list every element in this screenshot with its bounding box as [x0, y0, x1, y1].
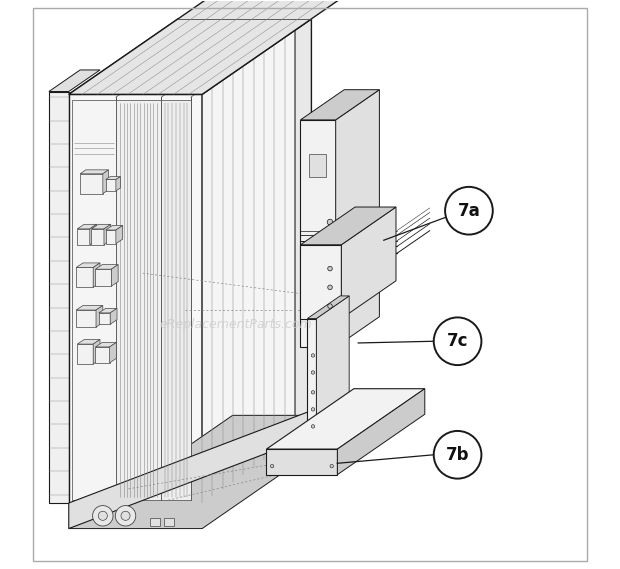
- Circle shape: [445, 187, 493, 234]
- Polygon shape: [202, 19, 311, 503]
- Circle shape: [311, 407, 315, 411]
- Circle shape: [328, 304, 332, 308]
- Polygon shape: [49, 70, 100, 92]
- Polygon shape: [69, 19, 311, 94]
- Polygon shape: [267, 449, 337, 475]
- Polygon shape: [301, 245, 342, 319]
- Polygon shape: [104, 224, 111, 245]
- Polygon shape: [308, 296, 349, 319]
- Circle shape: [311, 371, 315, 374]
- Circle shape: [311, 424, 315, 428]
- Polygon shape: [78, 344, 93, 364]
- Polygon shape: [76, 263, 100, 267]
- Polygon shape: [49, 92, 69, 503]
- Polygon shape: [92, 224, 111, 229]
- Polygon shape: [301, 90, 379, 120]
- Polygon shape: [78, 229, 90, 245]
- Polygon shape: [78, 340, 100, 344]
- Polygon shape: [116, 225, 123, 244]
- Polygon shape: [93, 340, 100, 364]
- Circle shape: [99, 512, 107, 520]
- Polygon shape: [337, 389, 425, 475]
- Polygon shape: [90, 224, 97, 245]
- Polygon shape: [309, 154, 326, 176]
- Polygon shape: [150, 518, 160, 526]
- Polygon shape: [69, 415, 366, 529]
- Polygon shape: [95, 343, 117, 347]
- Polygon shape: [105, 176, 120, 179]
- Polygon shape: [112, 265, 118, 286]
- Circle shape: [327, 219, 333, 225]
- Circle shape: [92, 506, 113, 526]
- Circle shape: [327, 276, 333, 282]
- Polygon shape: [99, 308, 117, 313]
- Circle shape: [311, 391, 315, 394]
- Circle shape: [270, 464, 274, 468]
- Text: 7b: 7b: [446, 446, 469, 464]
- Polygon shape: [96, 306, 103, 327]
- Polygon shape: [105, 179, 116, 191]
- Polygon shape: [76, 310, 96, 327]
- Polygon shape: [110, 308, 117, 324]
- Circle shape: [311, 354, 315, 357]
- Polygon shape: [316, 296, 349, 443]
- Circle shape: [434, 431, 481, 479]
- Text: eReplacementParts.com: eReplacementParts.com: [160, 318, 312, 331]
- Polygon shape: [301, 207, 396, 245]
- Polygon shape: [78, 224, 97, 229]
- Polygon shape: [99, 313, 110, 324]
- Text: 7c: 7c: [447, 332, 468, 351]
- Polygon shape: [105, 225, 123, 230]
- Polygon shape: [301, 120, 335, 347]
- Circle shape: [328, 285, 332, 290]
- Circle shape: [330, 464, 334, 468]
- Polygon shape: [335, 90, 379, 347]
- Polygon shape: [342, 207, 396, 319]
- Polygon shape: [116, 176, 120, 191]
- Circle shape: [328, 266, 332, 271]
- Polygon shape: [308, 319, 316, 443]
- Polygon shape: [76, 306, 103, 310]
- Text: 7a: 7a: [458, 202, 480, 220]
- Polygon shape: [71, 100, 116, 500]
- Polygon shape: [76, 267, 93, 287]
- Polygon shape: [95, 269, 112, 286]
- Polygon shape: [161, 100, 191, 500]
- Circle shape: [115, 506, 136, 526]
- Polygon shape: [69, 0, 476, 94]
- Circle shape: [121, 512, 130, 520]
- Polygon shape: [202, 30, 295, 503]
- Polygon shape: [116, 100, 161, 500]
- Polygon shape: [95, 347, 110, 363]
- Circle shape: [434, 318, 481, 365]
- Polygon shape: [80, 170, 108, 174]
- Polygon shape: [105, 230, 116, 244]
- Polygon shape: [110, 343, 117, 363]
- Polygon shape: [164, 518, 174, 526]
- Polygon shape: [267, 389, 425, 449]
- Polygon shape: [80, 174, 103, 193]
- Polygon shape: [69, 94, 202, 503]
- Polygon shape: [69, 390, 366, 529]
- Polygon shape: [93, 263, 100, 287]
- Polygon shape: [95, 265, 118, 269]
- Polygon shape: [103, 170, 108, 193]
- Polygon shape: [92, 229, 104, 245]
